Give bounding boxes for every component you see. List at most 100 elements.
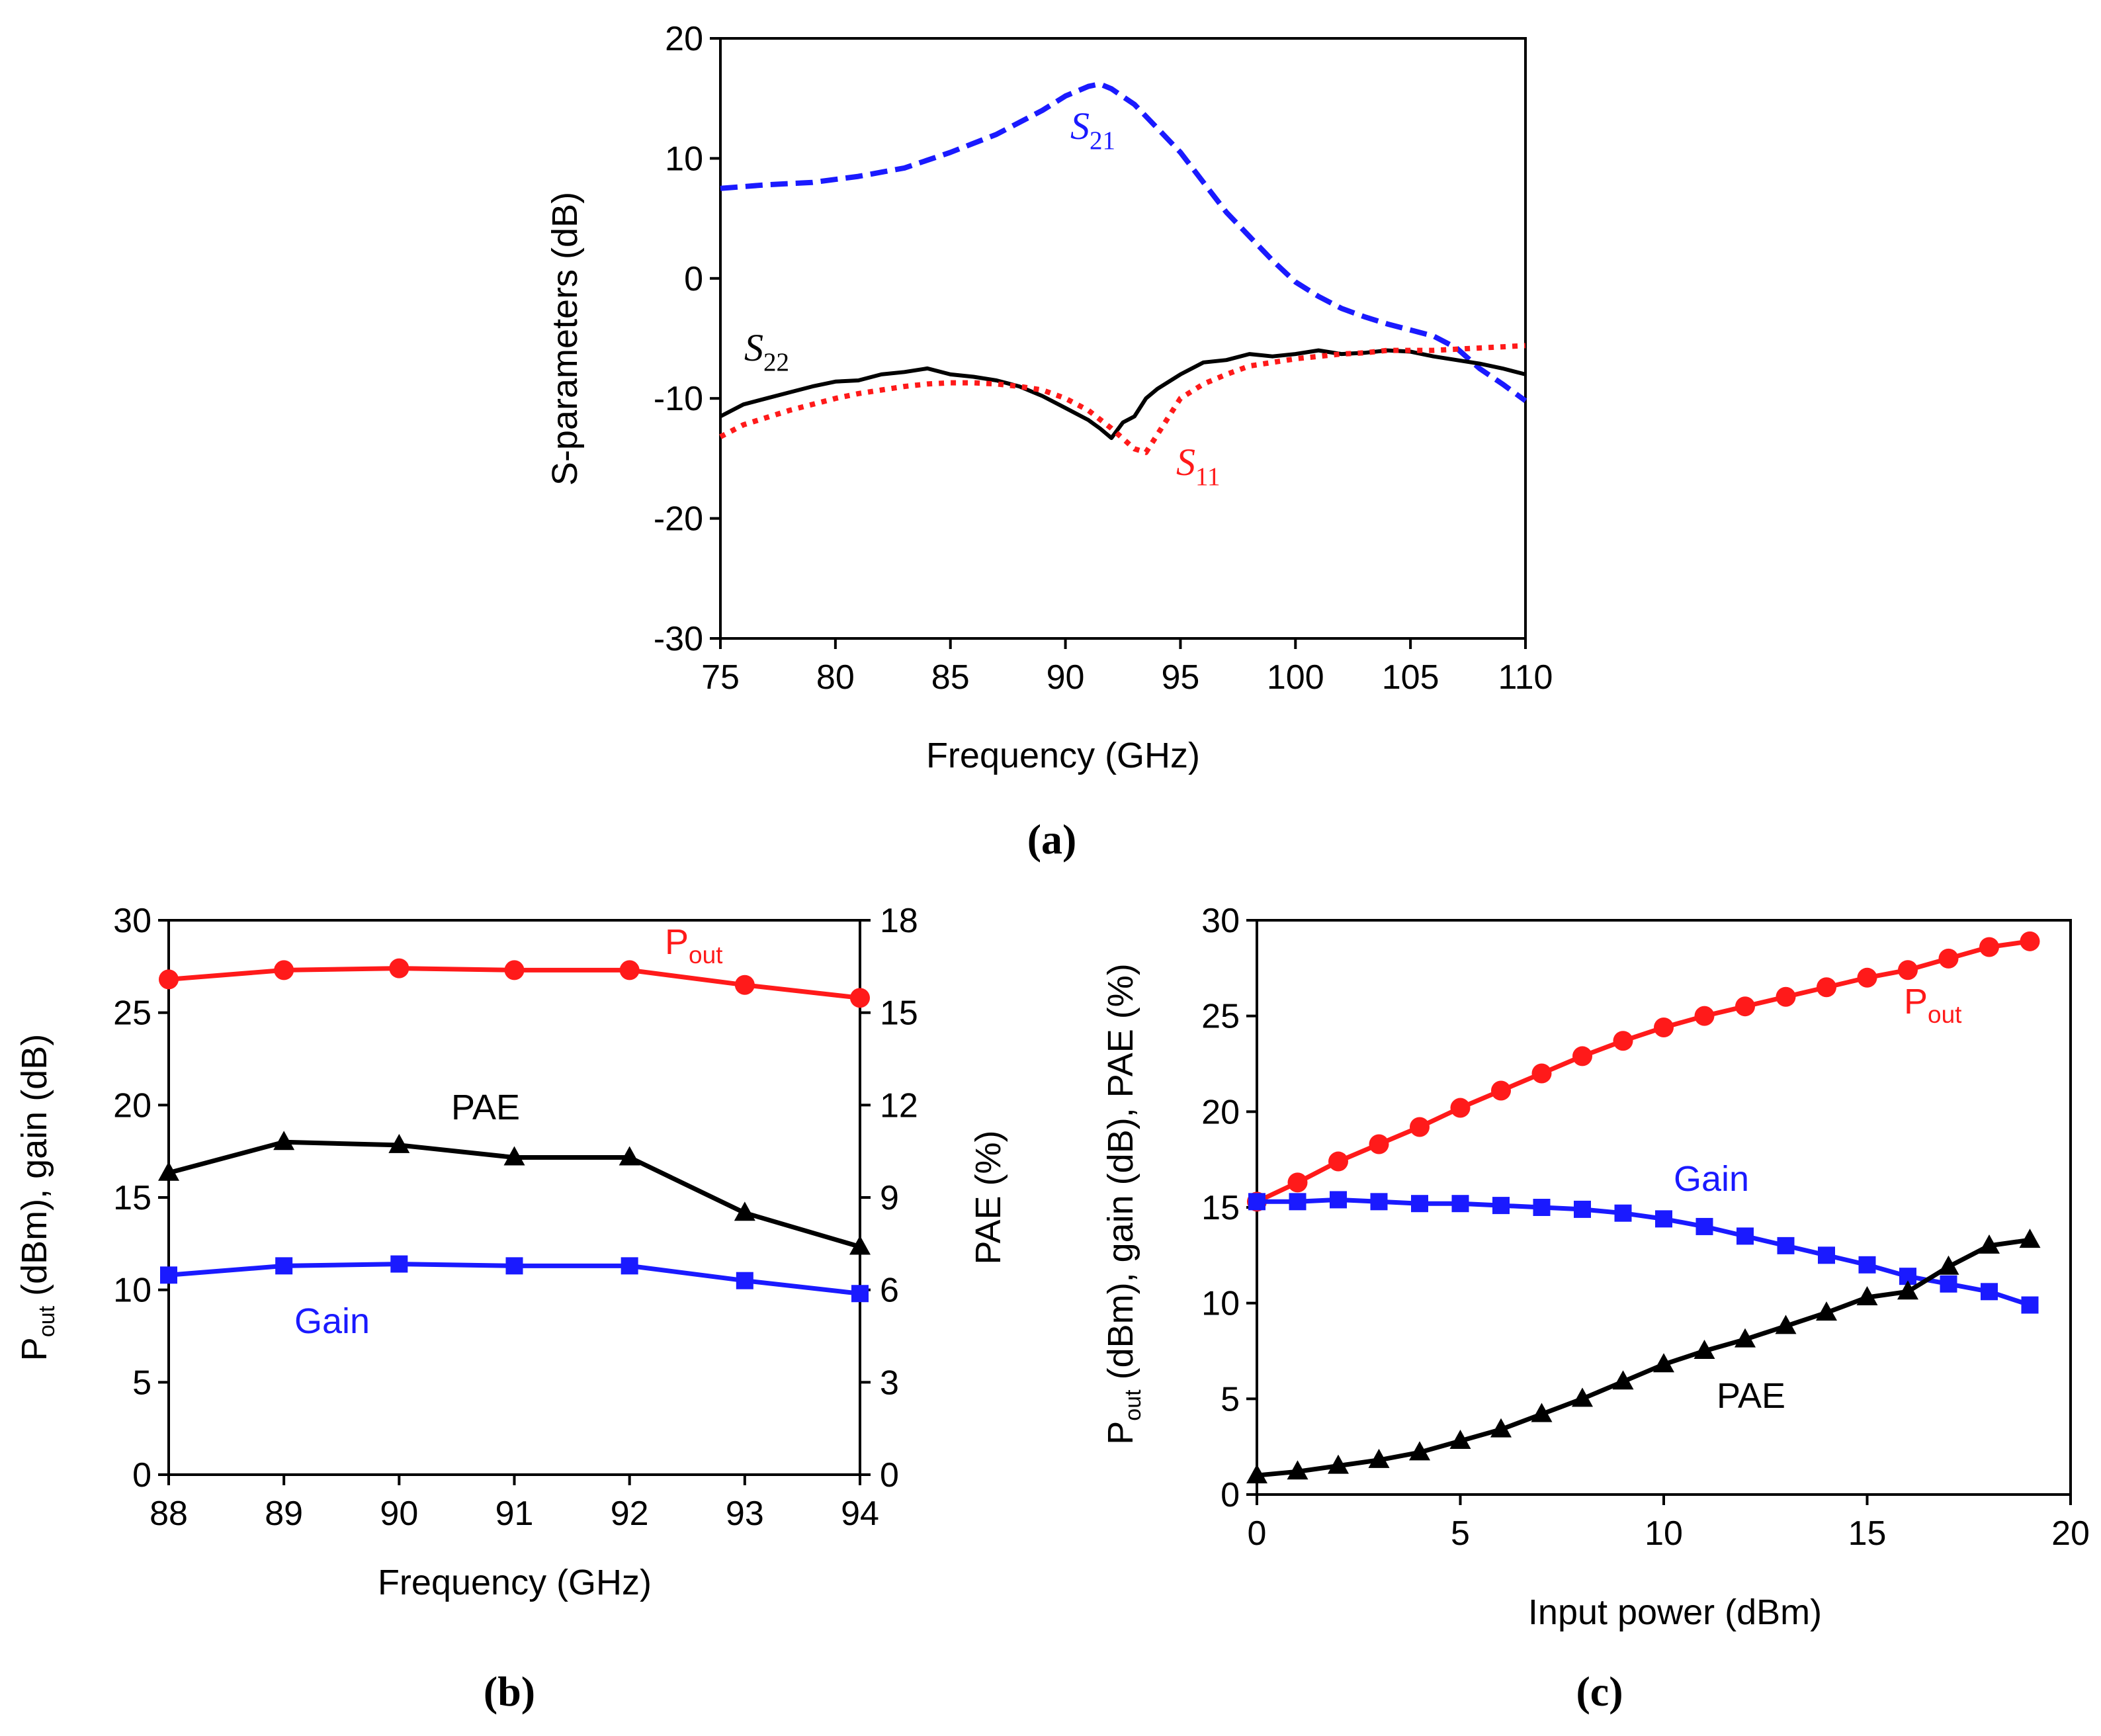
data-point-gain <box>1452 1195 1469 1212</box>
a-x-tick-label: 90 <box>1047 658 1085 697</box>
c-y-tick-label: 10 <box>1201 1285 1240 1323</box>
y-axis-label-c-rest: (dBm), gain (dB), PAE (%) <box>1101 963 1140 1389</box>
data-point-gain <box>1533 1199 1551 1216</box>
b-y2-tick-label: 12 <box>880 1086 918 1125</box>
data-point-pout <box>1613 1031 1633 1051</box>
y-axis-ticks-a: -30 -20 -10 0 10 20 <box>654 20 720 658</box>
b-y-tick-label: 30 <box>113 902 151 940</box>
series-label-pae: PAE <box>1717 1376 1785 1416</box>
series-label-pout-main: P <box>665 922 689 962</box>
plot-area-b <box>169 920 860 1475</box>
series-label-pae: PAE <box>451 1088 520 1127</box>
data-point-gain <box>1696 1218 1713 1235</box>
y-axis-ticks-b: 051015202530 <box>113 902 169 1495</box>
b-x-tick-label: 94 <box>841 1495 879 1533</box>
data-point-gain <box>1289 1193 1307 1210</box>
data-point-pout <box>274 960 294 980</box>
c-y-tick-label: 0 <box>1221 1476 1240 1514</box>
series-labels-b: PoutPAEGain <box>294 922 723 1341</box>
series-label-pout-sub: out <box>1928 1001 1962 1028</box>
series-label-pout-main: P <box>1904 982 1928 1021</box>
x-axis-ticks-b: 88 89 90 91 92 93 94 <box>150 1475 879 1533</box>
data-point-pout <box>1572 1046 1592 1066</box>
a-x-tick-label: 100 <box>1267 658 1324 697</box>
a-x-tick-label: 85 <box>931 658 970 697</box>
c-x-tick-label: 15 <box>1848 1514 1887 1553</box>
data-point-pout <box>1410 1117 1430 1137</box>
b-y-tick-label: 10 <box>113 1272 151 1310</box>
b-y2-tick-label: 3 <box>880 1364 899 1402</box>
data-point-pae <box>2020 1229 2041 1248</box>
data-point-pout <box>1369 1135 1389 1154</box>
data-point-pout <box>1451 1098 1471 1118</box>
data-point-gain <box>1859 1256 1876 1274</box>
series-label-s11-sub: 11 <box>1195 462 1221 491</box>
y-axis-label-c-main: P <box>1101 1421 1140 1445</box>
data-point-pout <box>2020 932 2040 951</box>
a-y-tick-label: 0 <box>684 260 703 298</box>
series-line-pout <box>1257 941 2030 1202</box>
data-point-gain <box>1818 1246 1835 1264</box>
y-axis-label-a: S-parameters (dB) <box>545 192 585 486</box>
y-axis-label-b-main: P <box>15 1337 54 1361</box>
data-point-gain <box>1574 1201 1591 1218</box>
data-point-gain <box>390 1256 407 1273</box>
data-point-gain <box>851 1285 869 1302</box>
data-point-gain <box>621 1257 638 1274</box>
x-axis-ticks-c: 0 5 10 15 20 <box>1248 1495 2090 1553</box>
a-y-tick-label: -10 <box>654 380 703 418</box>
b-x-tick-label: 93 <box>726 1495 764 1533</box>
data-point-gain <box>1981 1283 1998 1300</box>
a-y-tick-label: -20 <box>654 500 703 539</box>
panel-label-a: (a) <box>1027 816 1077 863</box>
data-point-pout <box>1695 1006 1715 1026</box>
data-point-pout <box>1288 1172 1308 1192</box>
data-point-gain <box>1248 1193 1265 1210</box>
data-point-pout <box>1939 949 1959 969</box>
y-axis-label-c: Pout (dBm), gain (dB), PAE (%) <box>1101 963 1146 1444</box>
data-point-pout <box>1898 960 1918 980</box>
b-y2-tick-label: 15 <box>880 994 918 1033</box>
a-y-tick-label: -30 <box>654 620 703 658</box>
b-y-tick-label: 20 <box>113 1086 151 1125</box>
series-label-gain: Gain <box>294 1301 370 1341</box>
data-point-pout <box>1979 937 1999 957</box>
data-point-pout <box>159 969 179 989</box>
series-label-s22-main: S <box>744 326 763 369</box>
data-point-pout <box>1735 996 1755 1016</box>
b-y2-tick-label: 18 <box>880 902 918 940</box>
series-label-s22: S22 <box>744 326 789 376</box>
x-axis-label-c: Input power (dBm) <box>1528 1592 1822 1632</box>
b-y2-tick-label: 9 <box>880 1179 899 1217</box>
b-x-tick-label: 88 <box>150 1495 188 1533</box>
data-point-pout <box>389 959 409 978</box>
data-point-gain <box>506 1257 523 1274</box>
a-x-tick-label: 105 <box>1382 658 1439 697</box>
b-x-tick-label: 92 <box>611 1495 649 1533</box>
series-label-s21-main: S <box>1070 105 1090 148</box>
data-point-gain <box>1940 1276 1957 1293</box>
data-point-gain <box>1655 1210 1672 1227</box>
series-a <box>720 84 1525 453</box>
series-label-s11: S11 <box>1176 441 1221 491</box>
series-label-pout: Pout <box>1904 982 1962 1028</box>
data-point-pout <box>505 960 525 980</box>
series-labels-c: Pout Gain PAE <box>1674 982 1962 1416</box>
y-axis-label-b-rest: (dBm), gain (dB) <box>15 1034 54 1306</box>
a-y-tick-label: 20 <box>665 20 703 58</box>
c-y-tick-label: 5 <box>1221 1380 1240 1418</box>
b-y-tick-label: 5 <box>132 1364 151 1402</box>
b-y-tick-label: 0 <box>132 1456 151 1495</box>
series-label-s21-sub: 21 <box>1090 126 1115 155</box>
data-point-pout <box>620 960 640 980</box>
a-x-tick-label: 75 <box>701 658 740 697</box>
series-label-s11-main: S <box>1176 441 1195 484</box>
b-x-tick-label: 91 <box>495 1495 534 1533</box>
a-y-tick-label: 10 <box>665 140 703 178</box>
y-axis-label-b: Pout (dBm), gain (dB) <box>15 1034 60 1361</box>
a-x-tick-label: 80 <box>816 658 855 697</box>
series-line-s11 <box>720 345 1525 452</box>
c-y-tick-label: 20 <box>1201 1093 1240 1131</box>
